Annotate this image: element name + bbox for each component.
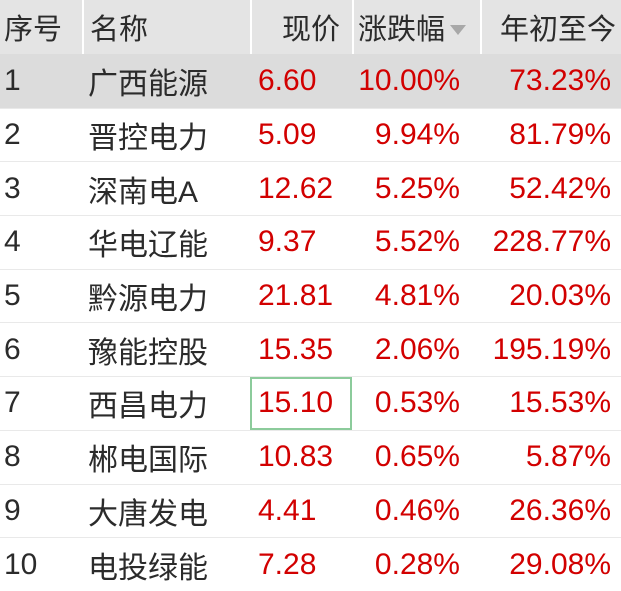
- table-row[interactable]: 10 电投绿能 7.28 0.28% 29.08%: [0, 537, 621, 591]
- cell-ytd[interactable]: 73.23%: [509, 63, 611, 97]
- cell-change[interactable]: 0.65%: [374, 440, 460, 474]
- sort-descending-icon: [450, 25, 467, 35]
- cell-price[interactable]: 4.41: [258, 493, 317, 527]
- cell-price[interactable]: 9.37: [258, 225, 317, 259]
- cell-seq: 7: [4, 386, 21, 420]
- cell-name[interactable]: 晋控电力: [88, 122, 208, 156]
- cell-ytd[interactable]: 195.19%: [492, 332, 611, 366]
- cell-change[interactable]: 5.52%: [374, 225, 460, 259]
- cell-ytd[interactable]: 81.79%: [509, 118, 611, 152]
- cell-price[interactable]: 7.28: [258, 547, 317, 581]
- table-row[interactable]: 7 西昌电力 15.10 0.53% 15.53%: [0, 376, 621, 430]
- cell-name[interactable]: 郴电国际: [88, 444, 208, 478]
- cell-change[interactable]: 10.00%: [358, 63, 460, 97]
- cell-name[interactable]: 豫能控股: [88, 336, 208, 370]
- cell-price[interactable]: 10.83: [258, 440, 334, 474]
- cell-price[interactable]: 21.81: [258, 279, 334, 313]
- cell-name[interactable]: 西昌电力: [88, 390, 208, 424]
- table-row[interactable]: 9 大唐发电 4.41 0.46% 26.36%: [0, 483, 621, 538]
- cell-seq: 10: [4, 547, 38, 581]
- cell-ytd[interactable]: 20.03%: [509, 279, 611, 313]
- cell-seq: 6: [4, 332, 21, 366]
- cell-change[interactable]: 5.25%: [374, 171, 460, 205]
- cell-seq: 5: [4, 279, 21, 313]
- column-header-name: 名称: [82, 0, 250, 54]
- cell-seq: 4: [4, 225, 21, 259]
- cell-name[interactable]: 深南电A: [88, 175, 199, 209]
- cell-ytd[interactable]: 29.08%: [509, 547, 611, 581]
- table-row[interactable]: 8 郴电国际 10.83 0.65% 5.87%: [0, 429, 621, 484]
- cell-seq: 2: [4, 118, 21, 152]
- cell-name[interactable]: 电投绿能: [88, 551, 208, 585]
- cell-seq: 9: [4, 493, 21, 527]
- column-header-change[interactable]: 涨跌幅: [352, 0, 480, 54]
- table-row[interactable]: 6 豫能控股 15.35 2.06% 195.19%: [0, 322, 621, 377]
- cell-name[interactable]: 广西能源: [88, 67, 208, 101]
- cell-seq: 3: [4, 171, 21, 205]
- table-row[interactable]: 1 广西能源 6.60 10.00% 73.23%: [0, 54, 621, 108]
- table-body: 1 广西能源 6.60 10.00% 73.23% 2 晋控电力 5.09 9.…: [0, 54, 621, 591]
- table-row[interactable]: 3 深南电A 12.62 5.25% 52.42%: [0, 161, 621, 216]
- table-row[interactable]: 2 晋控电力 5.09 9.94% 81.79%: [0, 107, 621, 162]
- cell-ytd[interactable]: 15.53%: [509, 386, 611, 420]
- cell-change[interactable]: 0.53%: [374, 386, 460, 420]
- cell-name[interactable]: 华电辽能: [88, 229, 208, 263]
- cell-ytd[interactable]: 26.36%: [509, 493, 611, 527]
- cell-ytd[interactable]: 5.87%: [525, 440, 611, 474]
- table-row[interactable]: 5 黔源电力 21.81 4.81% 20.03%: [0, 268, 621, 323]
- cell-price[interactable]: 5.09: [258, 118, 317, 152]
- cell-ytd[interactable]: 52.42%: [509, 171, 611, 205]
- cell-price-selected[interactable]: 15.10: [250, 377, 352, 430]
- cell-seq: 8: [4, 440, 21, 474]
- cell-change[interactable]: 2.06%: [374, 332, 460, 366]
- cell-ytd[interactable]: 228.77%: [492, 225, 611, 259]
- table-row[interactable]: 4 华电辽能 9.37 5.52% 228.77%: [0, 215, 621, 269]
- cell-change[interactable]: 0.28%: [374, 547, 460, 581]
- cell-price[interactable]: 15.35: [258, 332, 334, 366]
- column-header-ytd[interactable]: 年初至今: [480, 0, 621, 54]
- column-header-price[interactable]: 现价: [250, 0, 352, 54]
- cell-change[interactable]: 9.94%: [374, 118, 460, 152]
- cell-seq: 1: [4, 63, 21, 97]
- cell-change[interactable]: 0.46%: [374, 493, 460, 527]
- cell-name[interactable]: 黔源电力: [88, 283, 208, 317]
- cell-price[interactable]: 6.60: [258, 63, 317, 97]
- column-header-change-label: 涨跌幅: [358, 14, 446, 46]
- table-header-row: 序号 名称 现价 涨跌幅 年初至今: [0, 0, 621, 54]
- cell-change[interactable]: 4.81%: [374, 279, 460, 313]
- cell-price[interactable]: 12.62: [258, 171, 334, 205]
- cell-name[interactable]: 大唐发电: [88, 497, 208, 531]
- column-header-seq: 序号: [4, 14, 63, 46]
